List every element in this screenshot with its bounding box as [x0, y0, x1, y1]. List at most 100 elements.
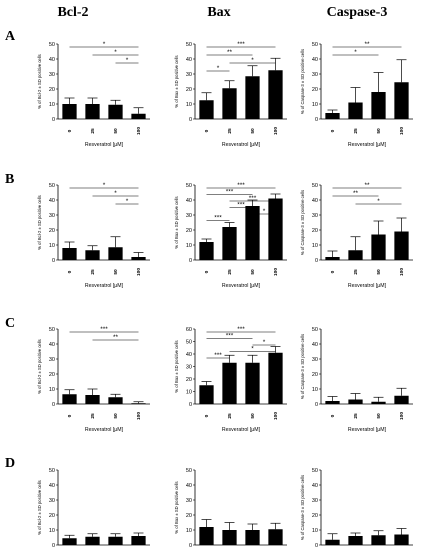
y-tick-label: 30	[49, 498, 55, 504]
x-tick-label: 50	[376, 413, 382, 419]
column-title-bax: Bax	[207, 5, 230, 20]
y-tick-label: 0	[52, 117, 55, 123]
x-tick-label: 0	[204, 129, 210, 132]
y-axis-label: % of Bax ± SD positive cells	[174, 196, 179, 248]
x-tick-label: 25	[227, 269, 233, 275]
y-tick-label: 30	[186, 364, 192, 370]
y-tick-label: 0	[189, 258, 192, 264]
significance-label: **	[227, 49, 233, 56]
y-tick-label: 40	[312, 342, 318, 348]
x-tick-label: 50	[113, 269, 119, 275]
bar	[245, 362, 260, 404]
bar	[371, 535, 386, 545]
y-tick-label: 40	[312, 198, 318, 204]
x-tick-label: 25	[353, 269, 359, 275]
row-label-a: A	[5, 29, 16, 44]
bar	[222, 227, 237, 260]
x-tick-label: 50	[250, 269, 256, 275]
y-tick-label: 0	[52, 543, 55, 549]
x-tick-label: 25	[90, 413, 96, 419]
bar	[394, 395, 409, 404]
bar	[108, 397, 123, 404]
y-axis-label: % of Caspase-3 ± SD positive cells	[300, 49, 305, 114]
y-tick-label: 10	[186, 389, 192, 395]
bar	[325, 257, 340, 260]
chart-panel-a-bcl2: 0 10 20 30 40 50 0 25 50 100 * * * Resveratrol [μM] % …	[37, 41, 150, 148]
y-tick-label: 50	[312, 468, 318, 474]
y-tick-label: 40	[49, 198, 55, 204]
y-axis-label: % of Caspase-3 ± SD positive cells	[300, 190, 305, 255]
bar	[348, 250, 363, 260]
significance-label: *	[114, 49, 117, 56]
bar	[371, 401, 386, 404]
y-tick-label: 10	[312, 102, 318, 108]
y-tick-label: 10	[49, 528, 55, 534]
bar	[62, 248, 77, 260]
x-tick-label: 25	[90, 269, 96, 275]
significance-label: **	[113, 334, 119, 341]
significance-label: **	[364, 182, 370, 189]
significance-label: *	[103, 41, 106, 48]
bar	[131, 113, 146, 119]
significance-label: ***	[237, 41, 245, 48]
y-tick-label: 30	[186, 213, 192, 219]
x-axis-label: Resveratrol [μM]	[348, 142, 387, 148]
bar	[348, 399, 363, 404]
y-tick-label: 50	[186, 183, 192, 189]
bar	[199, 100, 214, 119]
x-tick-label: 100	[273, 412, 279, 420]
x-tick-label: 100	[273, 127, 279, 135]
y-tick-label: 0	[315, 258, 318, 264]
y-tick-label: 20	[312, 87, 318, 93]
y-tick-label: 20	[312, 513, 318, 519]
x-tick-label: 50	[250, 128, 256, 134]
x-tick-label: 0	[67, 270, 73, 273]
bar	[108, 536, 123, 545]
chart-panel-c-caspase3: 0 10 20 30 40 50 0 25 50 100 Resveratrol [μM] % of …	[300, 327, 413, 433]
bar	[394, 82, 409, 119]
y-tick-label: 40	[312, 57, 318, 63]
y-tick-label: 50	[186, 468, 192, 474]
y-tick-label: 10	[312, 528, 318, 534]
significance-label: *	[126, 198, 129, 205]
y-tick-label: 50	[312, 183, 318, 189]
significance-label: ***	[100, 326, 108, 333]
x-tick-label: 100	[136, 412, 142, 420]
y-tick-label: 40	[49, 342, 55, 348]
x-tick-label: 100	[399, 268, 405, 276]
significance-label: ***	[237, 202, 245, 209]
bar	[371, 92, 386, 119]
bar	[268, 529, 283, 545]
row-label-d: D	[5, 456, 15, 471]
y-tick-label: 40	[186, 57, 192, 63]
bar	[325, 401, 340, 404]
column-title-caspase3: Caspase-3	[327, 5, 388, 20]
significance-label: *	[263, 339, 266, 346]
significance-label: *	[126, 57, 129, 64]
y-tick-label: 10	[49, 387, 55, 393]
y-tick-label: 0	[52, 258, 55, 264]
bar	[371, 234, 386, 260]
x-tick-label: 25	[227, 413, 233, 419]
y-tick-label: 10	[49, 243, 55, 249]
y-tick-label: 0	[315, 543, 318, 549]
significance-label: ***	[214, 215, 222, 222]
y-tick-label: 0	[315, 402, 318, 408]
x-tick-label: 100	[136, 127, 142, 135]
y-tick-label: 30	[186, 498, 192, 504]
y-tick-label: 30	[312, 357, 318, 363]
x-tick-label: 0	[67, 129, 73, 132]
y-tick-label: 10	[49, 102, 55, 108]
y-tick-label: 10	[312, 387, 318, 393]
x-tick-label: 0	[67, 414, 73, 417]
y-tick-label: 40	[49, 57, 55, 63]
significance-label: ***	[214, 352, 222, 359]
x-tick-label: 25	[90, 128, 96, 134]
y-axis-label: % of Caspase-3 ± SD positive cells	[300, 475, 305, 540]
